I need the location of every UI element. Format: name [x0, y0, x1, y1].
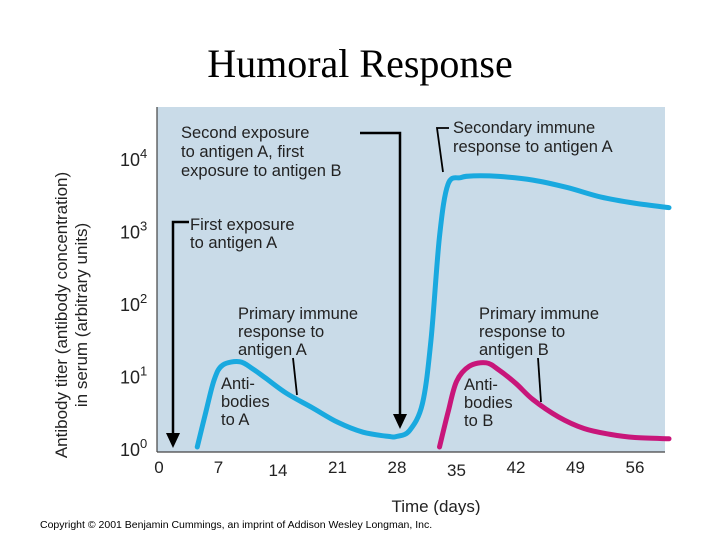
- series-line-antibodies-a: [194, 173, 672, 450]
- annotation-primary-response-b: antigen B: [479, 341, 549, 359]
- series-line-antibodies-b: [437, 360, 672, 450]
- exposure-arrow-first: [171, 220, 189, 437]
- annotation-first-exposure: to antigen A: [190, 234, 277, 252]
- x-tick-label: 14: [269, 461, 288, 480]
- label-antibodies-to-a: to A: [221, 411, 249, 429]
- label-antibodies-to-a: Anti-: [221, 375, 255, 393]
- annotation-secondary-response-a: response to antigen A: [453, 138, 613, 156]
- callout-line-secondary-response: [435, 127, 449, 173]
- annotation-first-exposure: First exposure: [190, 216, 295, 234]
- label-antibodies-to-b: bodies: [464, 394, 513, 412]
- y-axis-label: in serum (arbitrary units): [72, 223, 91, 407]
- exposure-arrowhead-first: [166, 433, 180, 448]
- annotation-second-exposure: exposure to antigen B: [181, 162, 342, 180]
- exposure-arrowhead-second: [393, 414, 407, 429]
- slide-title: Humoral Response: [207, 41, 513, 86]
- x-tick-label: 7: [214, 458, 223, 477]
- label-antibodies-to-b: Anti-: [464, 376, 498, 394]
- plot-background: [157, 107, 665, 452]
- callout-line-primary-a: [292, 357, 298, 396]
- annotation-primary-response-a: response to: [238, 323, 324, 341]
- y-tick-label: 102: [120, 291, 147, 315]
- label-antibodies-to-a: bodies: [221, 393, 270, 411]
- annotation-secondary-response-a: Secondary immune: [453, 119, 595, 137]
- x-tick-label: 49: [566, 458, 585, 477]
- annotation-primary-response-a: antigen A: [238, 341, 307, 359]
- annotation-second-exposure: Second exposure: [181, 124, 309, 142]
- x-tick-label: 56: [626, 458, 645, 477]
- y-tick-label: 101: [120, 364, 147, 388]
- x-tick-label: 28: [388, 458, 407, 477]
- annotation-second-exposure: to antigen A, first: [181, 143, 304, 161]
- antibody-titer-chart: 100 101 102 103 104 0 7 21 28 42 49 56 14 35 Time (day…: [52, 107, 672, 515]
- callout-line-primary-b: [537, 357, 542, 403]
- x-tick-label: 0: [154, 458, 163, 477]
- x-tick-label: 21: [328, 458, 347, 477]
- x-axis-label: Time (days): [391, 497, 480, 515]
- exposure-arrow-second: [360, 131, 402, 417]
- copyright-notice: Copyright © 2001 Benjamin Cummings, an i…: [40, 519, 433, 531]
- x-tick-label: 35: [447, 461, 466, 480]
- annotation-primary-response-b: Primary immune: [479, 305, 599, 323]
- y-tick-label: 104: [120, 146, 147, 170]
- annotation-primary-response-a: Primary immune: [238, 305, 358, 323]
- y-axis-label: Antibody titer (antibody concentration): [52, 172, 71, 458]
- y-tick-label: 100: [120, 436, 147, 460]
- y-tick-label: 103: [120, 219, 147, 243]
- x-tick-label: 42: [507, 458, 526, 477]
- annotation-primary-response-b: response to: [479, 323, 565, 341]
- label-antibodies-to-b: to B: [464, 412, 493, 430]
